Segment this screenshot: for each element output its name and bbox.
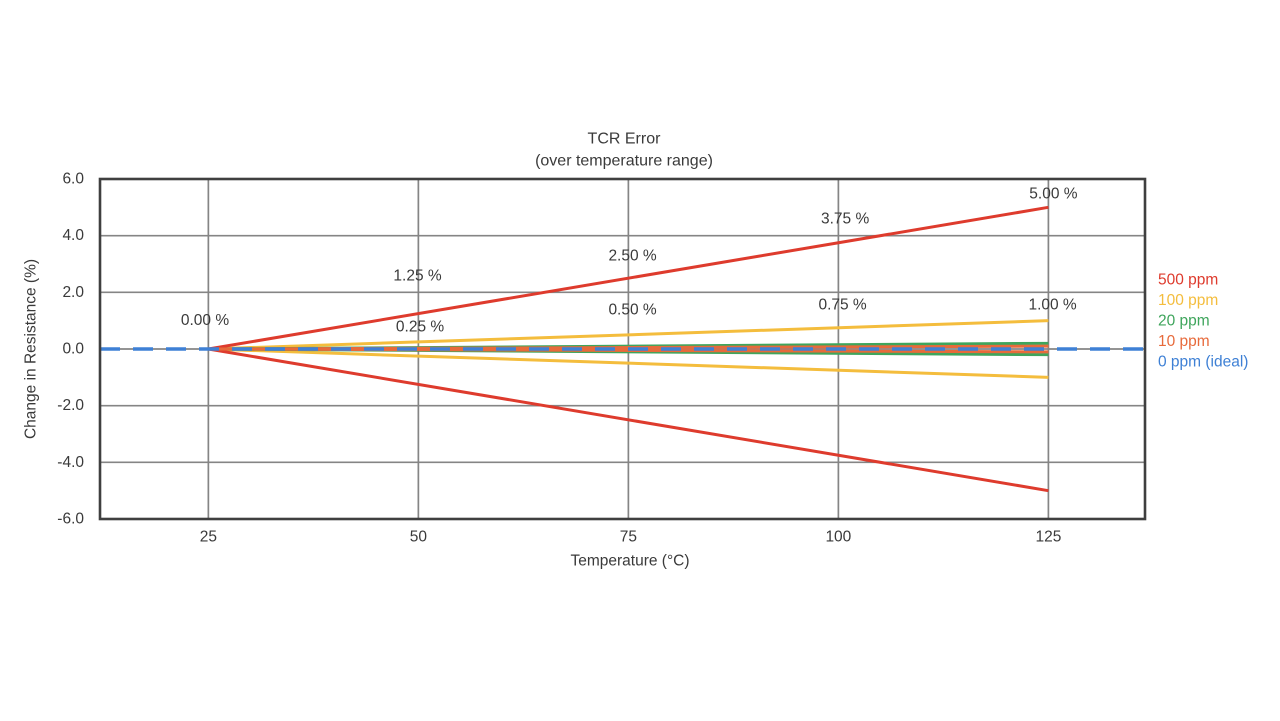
annotation-3-75: 3.75 % — [821, 210, 869, 227]
y-tick-label-0-0: 0.0 — [62, 341, 84, 358]
series-line-500-ppm-1 — [208, 347, 1049, 493]
legend-entry-20-ppm: 20 ppm — [1158, 313, 1210, 330]
annotation-2-50: 2.50 % — [608, 248, 656, 265]
chart-generated-layer: 25 50 75 100 125 6.0 4.0 2.0 0.0 -2.0 -4.0 -6.0 0.00… — [57, 171, 1248, 546]
legend-entry-500-ppm: 500 ppm — [1158, 272, 1218, 289]
legend-entry-100-ppm: 100 ppm — [1158, 292, 1218, 309]
series-line-500-ppm-0 — [208, 205, 1049, 351]
series-line-100-ppm-0 — [208, 319, 1049, 351]
legend-entry-0-ppm-ideal: 0 ppm (ideal) — [1158, 354, 1248, 371]
y-tick-label-2-0: -2.0 — [57, 397, 84, 414]
chart-subtitle: (over temperature range) — [535, 153, 713, 170]
annotation-5-00: 5.00 % — [1029, 186, 1077, 203]
x-axis-title: Temperature (°C) — [570, 553, 689, 570]
chart-title: TCR Error — [588, 131, 662, 148]
y-tick-label-2-0: 2.0 — [62, 284, 84, 301]
y-tick-label-4-0: 4.0 — [62, 227, 84, 244]
annotation-0-00: 0.00 % — [181, 312, 229, 329]
annotation-0-50: 0.50 % — [608, 301, 656, 318]
x-tick-label-25: 25 — [200, 529, 217, 546]
x-tick-label-100: 100 — [825, 529, 851, 546]
x-tick-label-50: 50 — [410, 529, 428, 546]
plot-frame — [98, 177, 1147, 521]
y-axis-title: Change in Resistance (%) — [23, 259, 40, 439]
y-tick-label-6-0: -6.0 — [57, 511, 84, 528]
annotation-0-75: 0.75 % — [818, 297, 866, 314]
x-tick-label-75: 75 — [620, 529, 637, 546]
annotation-1-25: 1.25 % — [393, 267, 441, 284]
x-tick-label-125: 125 — [1035, 529, 1061, 546]
legend-entry-10-ppm: 10 ppm — [1158, 333, 1210, 350]
series-line-100-ppm-1 — [208, 347, 1049, 379]
y-tick-label-6-0: 6.0 — [62, 171, 84, 188]
annotation-0-25: 0.25 % — [396, 318, 444, 335]
annotation-1-00: 1.00 % — [1028, 297, 1076, 314]
y-tick-label-4-0: -4.0 — [57, 454, 84, 471]
